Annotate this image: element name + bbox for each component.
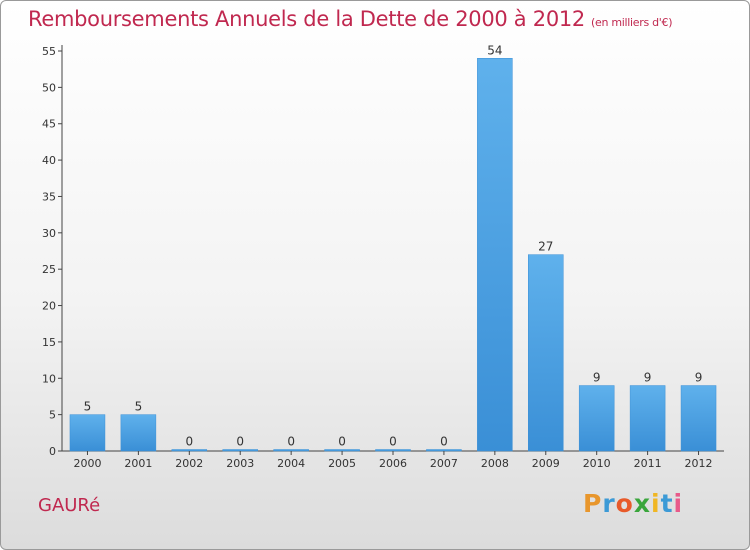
bar-value-label: 5 (135, 400, 143, 414)
bar-value-label: 0 (338, 435, 346, 449)
x-tick-label: 2000 (73, 457, 101, 470)
bar (324, 449, 360, 452)
logo-letter: i (673, 489, 684, 518)
x-tick-label: 2007 (430, 457, 458, 470)
bar-value-label: 54 (487, 43, 502, 57)
bar (578, 385, 615, 452)
y-tick-label: 40 (42, 154, 56, 167)
x-tick-label: 2004 (277, 457, 305, 470)
logo-letter: r (602, 489, 616, 518)
logo-letter: x (633, 489, 651, 518)
proxiti-logo: Proxiti (583, 489, 683, 518)
x-tick-label: 2001 (124, 457, 152, 470)
bar-value-label: 0 (389, 435, 397, 449)
y-tick-label: 10 (42, 372, 56, 385)
x-tick-label: 2010 (583, 457, 611, 470)
logo-letter: o (615, 489, 634, 518)
chart-title: Remboursements Annuels de la Dette de 20… (28, 7, 672, 31)
bar-value-label: 0 (287, 435, 295, 449)
logo-letter: i (651, 489, 661, 518)
logo-letter: P (583, 489, 603, 518)
bar-value-label: 9 (644, 371, 652, 385)
bar-value-label: 27 (538, 240, 553, 254)
y-tick-label: 25 (42, 263, 56, 276)
y-tick-label: 50 (42, 81, 56, 94)
x-tick-label: 2002 (175, 457, 203, 470)
bar (375, 449, 411, 452)
bar-value-label: 0 (236, 435, 244, 449)
y-tick-label: 5 (49, 409, 56, 422)
bar-value-label: 5 (84, 400, 92, 414)
bar (69, 414, 106, 452)
x-tick-label: 2009 (532, 457, 560, 470)
y-tick-label: 15 (42, 336, 56, 349)
bar (222, 449, 258, 452)
bar (426, 449, 462, 452)
commune-name: GAURé (38, 495, 101, 516)
bar (528, 254, 564, 452)
chart-title-text: Remboursements Annuels de la Dette de 20… (28, 7, 585, 31)
logo-letter: t (660, 489, 674, 518)
bar (477, 58, 513, 452)
bar (680, 385, 717, 452)
y-tick-label: 45 (42, 118, 56, 131)
bar (120, 414, 157, 452)
y-tick-label: 0 (49, 445, 56, 458)
y-tick-label: 35 (42, 190, 56, 203)
x-tick-label: 2005 (328, 457, 356, 470)
bar-value-label: 9 (593, 371, 601, 385)
bar (273, 449, 309, 452)
bar (171, 449, 208, 452)
chart-subtitle: (en milliers d'€) (591, 16, 673, 29)
y-tick-label: 30 (42, 227, 56, 240)
bar (629, 385, 666, 452)
bar-value-label: 0 (185, 435, 193, 449)
bar-value-label: 0 (440, 435, 448, 449)
x-tick-label: 2006 (379, 457, 407, 470)
y-tick-label: 55 (42, 45, 56, 58)
bar-value-label: 9 (695, 371, 703, 385)
x-tick-label: 2011 (634, 457, 662, 470)
y-tick-label: 20 (42, 300, 56, 313)
x-tick-label: 2003 (226, 457, 254, 470)
x-tick-label: 2008 (481, 457, 509, 470)
x-tick-label: 2012 (685, 457, 713, 470)
